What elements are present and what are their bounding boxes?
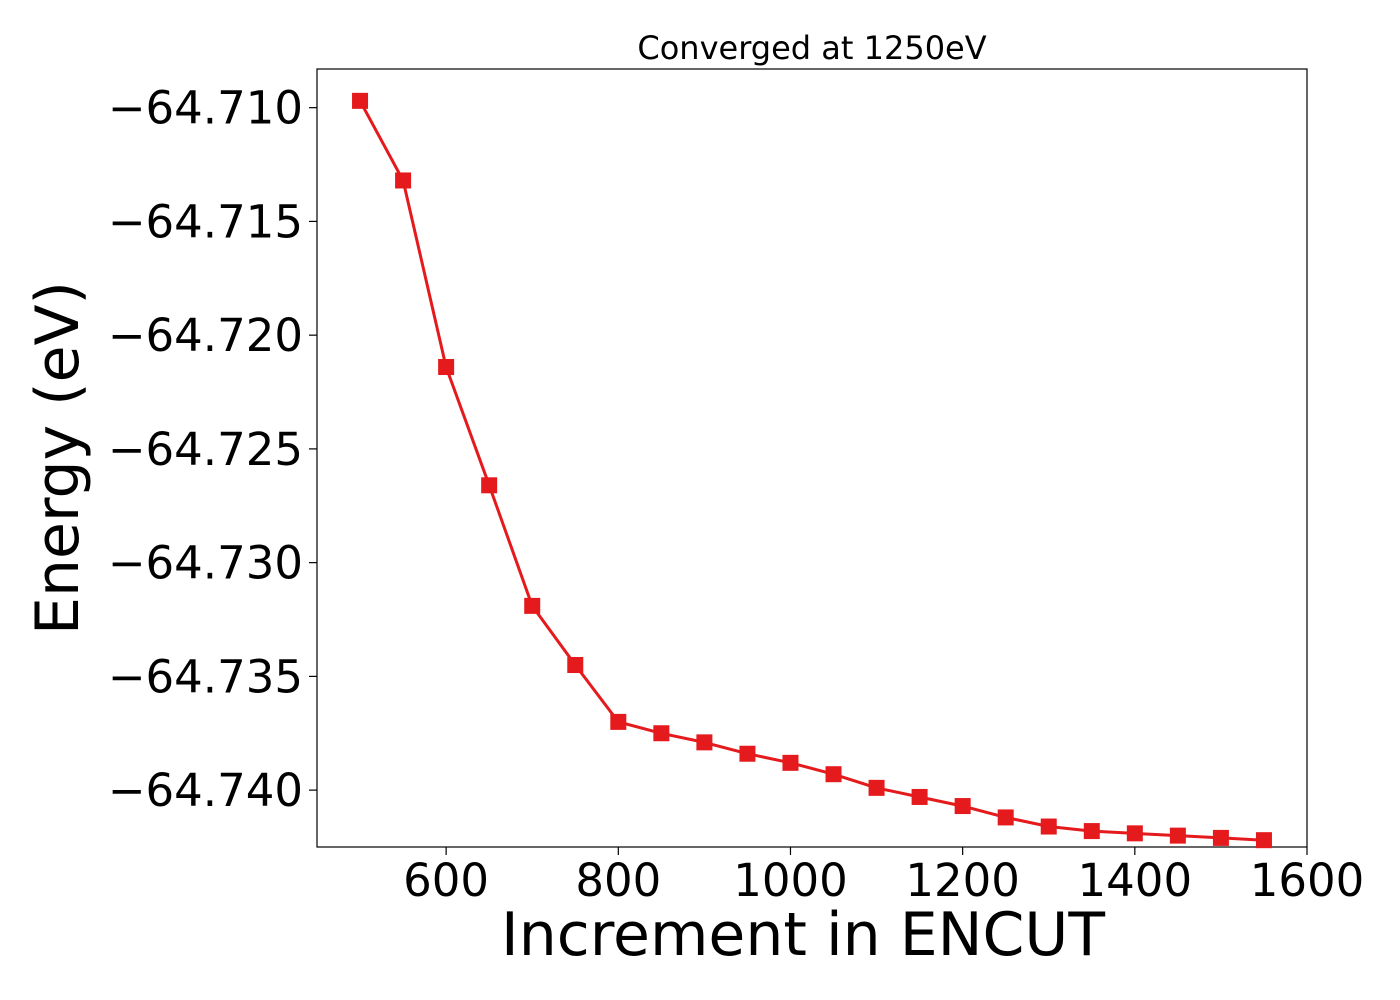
data-point-marker xyxy=(1040,818,1057,835)
y-tick-label: −64.715 xyxy=(108,195,303,248)
data-point-marker xyxy=(1212,829,1229,846)
y-axis-label: Energy (eV) xyxy=(23,281,93,635)
x-tick-label: 1200 xyxy=(905,854,1020,907)
data-point-marker xyxy=(610,713,627,730)
data-point-marker xyxy=(1255,832,1272,849)
x-axis-label: Increment in ENCUT xyxy=(501,900,1105,970)
series-layer xyxy=(352,92,1272,849)
x-tick-label: 600 xyxy=(403,854,489,907)
y-axis: −64.710 −64.715 −64.720 −64.725 −64.730 −64.7… xyxy=(108,82,317,817)
data-point-marker xyxy=(825,766,842,783)
plot-area-frame xyxy=(316,68,1308,848)
y-tick-label: −64.740 xyxy=(108,764,303,817)
data-point-marker xyxy=(653,725,670,742)
data-point-marker xyxy=(696,734,713,751)
data-point-marker xyxy=(352,92,369,109)
x-axis: 600 800 1000 1200 1400 1600 xyxy=(403,847,1364,907)
data-point-marker xyxy=(1126,825,1143,842)
data-point-marker xyxy=(481,477,498,494)
x-tick-label: 1600 xyxy=(1250,854,1365,907)
y-tick-label: −64.710 xyxy=(108,82,303,135)
x-tick-label: 1400 xyxy=(1078,854,1193,907)
y-tick-label: −64.725 xyxy=(108,423,303,476)
data-point-marker xyxy=(395,172,412,189)
x-tick-label: 800 xyxy=(575,854,661,907)
chart-title: Converged at 1250eV xyxy=(637,29,986,67)
data-point-marker xyxy=(567,657,584,674)
data-point-marker xyxy=(524,597,541,614)
data-point-marker xyxy=(911,788,928,805)
data-point-marker xyxy=(954,798,971,815)
data-point-marker xyxy=(438,359,455,376)
data-point-marker xyxy=(739,745,756,762)
data-point-marker xyxy=(782,754,799,771)
x-tick-label: 1000 xyxy=(733,854,848,907)
series-line xyxy=(358,100,1265,842)
y-tick-label: −64.720 xyxy=(108,309,303,362)
data-point-marker xyxy=(1169,827,1186,844)
data-point-marker xyxy=(868,779,885,796)
y-tick-label: −64.735 xyxy=(108,650,303,703)
data-point-marker xyxy=(997,809,1014,826)
data-point-marker xyxy=(1083,823,1100,840)
y-tick-label: −64.730 xyxy=(108,537,303,590)
